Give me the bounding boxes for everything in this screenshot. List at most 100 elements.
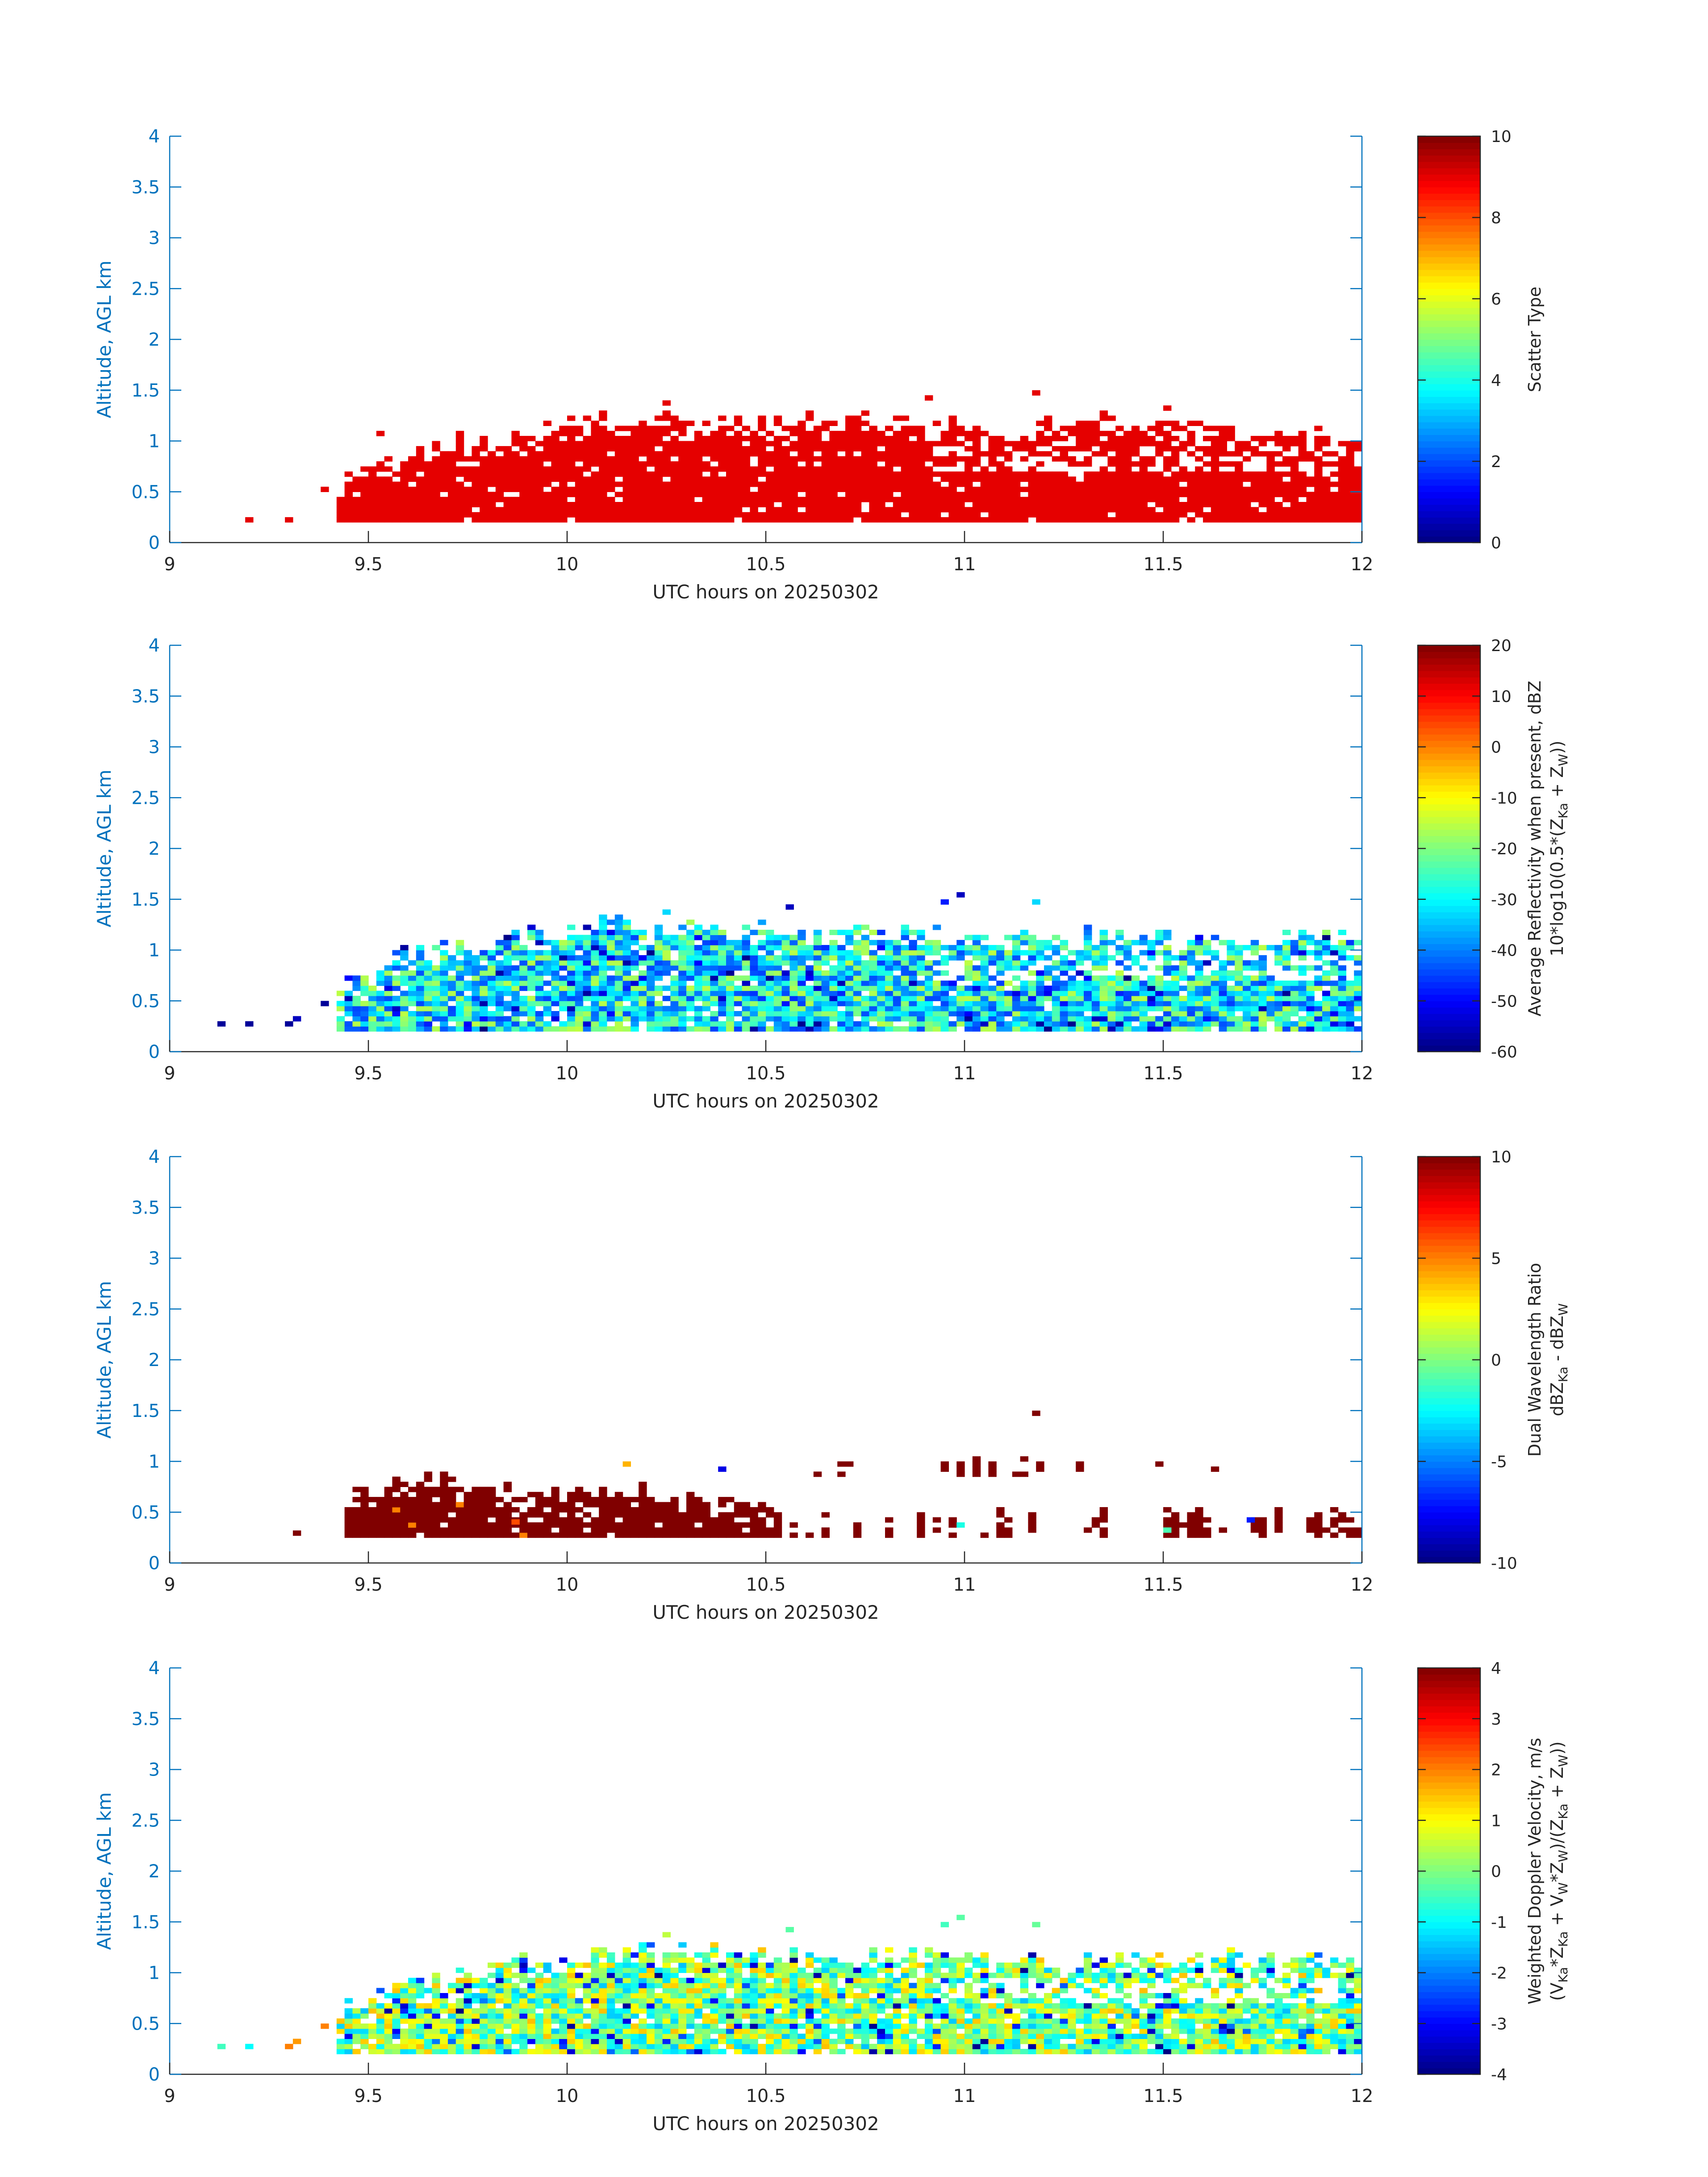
heatmap-cell <box>702 1507 710 1513</box>
heatmap-cell <box>742 456 750 462</box>
heatmap-cell <box>1131 1006 1140 1011</box>
heatmap-cell <box>1290 945 1299 951</box>
colorbar-segment <box>1418 492 1480 499</box>
heatmap-cell <box>639 517 647 523</box>
heatmap-cell <box>925 940 933 945</box>
heatmap-cell <box>1314 486 1323 492</box>
heatmap-cell <box>1107 1011 1116 1016</box>
heatmap-cell <box>1139 986 1148 991</box>
heatmap-cell <box>1227 1006 1235 1011</box>
heatmap-cell <box>972 970 981 976</box>
heatmap-cell <box>1044 502 1052 507</box>
heatmap-cell <box>1155 426 1164 431</box>
heatmap-cell <box>1091 1517 1100 1523</box>
colorbar-segment <box>1418 696 1480 703</box>
heatmap-cell <box>1195 421 1203 426</box>
heatmap-cell <box>495 1527 504 1533</box>
heatmap-cell <box>1012 441 1021 447</box>
heatmap-cell <box>559 945 568 951</box>
heatmap-cell <box>654 1006 663 1011</box>
heatmap-cell <box>1155 1021 1164 1027</box>
heatmap-cell <box>813 1006 822 1011</box>
heatmap-cell <box>416 1512 425 1518</box>
heatmap-cell <box>1346 980 1354 986</box>
heatmap-cell <box>1036 955 1044 961</box>
heatmap-cell <box>535 1011 544 1016</box>
heatmap-cell <box>972 986 981 991</box>
heatmap-cell <box>551 980 560 986</box>
heatmap-cell <box>869 471 877 477</box>
heatmap-cell <box>1306 986 1315 991</box>
heatmap-cell <box>488 476 496 482</box>
heatmap-cell <box>352 1001 361 1007</box>
heatmap-cell <box>1107 441 1116 447</box>
heatmap-cell <box>607 446 615 451</box>
heatmap-cell <box>639 945 647 951</box>
heatmap-cell <box>1314 1532 1323 1538</box>
heatmap-cell <box>869 517 877 523</box>
heatmap-cell <box>535 1507 544 1513</box>
heatmap-cell <box>1346 507 1354 513</box>
heatmap-cell <box>1131 492 1140 497</box>
colorbar-segment <box>1418 1423 1480 1430</box>
colorbar-tick-label: -30 <box>1491 891 1517 909</box>
heatmap-cell <box>686 466 695 472</box>
heatmap-cell <box>1163 507 1172 513</box>
heatmap-cell <box>932 1026 941 1032</box>
heatmap-cell <box>591 1517 599 1523</box>
heatmap-cell <box>853 476 862 482</box>
heatmap-cell <box>678 426 687 431</box>
heatmap-cell <box>654 476 663 482</box>
heatmap-cell <box>829 517 838 523</box>
heatmap-cell <box>1314 1517 1323 1523</box>
heatmap-cell <box>599 476 607 482</box>
heatmap-cell <box>893 476 902 482</box>
heatmap-cell <box>424 1507 432 1513</box>
heatmap-cell <box>614 451 623 457</box>
heatmap-cell <box>1052 436 1061 442</box>
x-tick-label: 10.5 <box>746 1575 785 1595</box>
heatmap-cell <box>384 1006 393 1011</box>
heatmap-cell <box>861 471 869 477</box>
heatmap-cell <box>662 1016 671 1022</box>
heatmap-cell <box>559 1507 568 1513</box>
colorbar-segment <box>1418 778 1480 786</box>
heatmap-cell <box>1139 1001 1148 1007</box>
heatmap-cell <box>662 1502 671 1508</box>
heatmap-cell <box>1123 492 1132 497</box>
colorbar-segment <box>1418 218 1480 226</box>
heatmap-cell <box>1179 1016 1187 1022</box>
heatmap-cell <box>1084 436 1092 442</box>
heatmap-cell <box>821 451 830 457</box>
heatmap-cell <box>988 512 997 518</box>
heatmap-cell <box>734 955 743 961</box>
heatmap-cell <box>781 426 790 431</box>
heatmap-cell <box>384 1497 393 1503</box>
heatmap-cell <box>1099 995 1108 1001</box>
heatmap-cell <box>806 950 814 956</box>
heatmap-cell <box>424 1016 432 1022</box>
heatmap-cell <box>877 497 885 502</box>
heatmap-cell <box>1099 446 1108 451</box>
heatmap-cell <box>861 497 869 502</box>
heatmap-cell <box>1211 955 1219 961</box>
heatmap-cell <box>1219 1527 1227 1533</box>
heatmap-cell <box>622 950 631 956</box>
heatmap-cell <box>1004 507 1013 513</box>
heatmap-cell <box>535 1001 544 1007</box>
heatmap-cell <box>480 436 488 442</box>
heatmap-cell <box>416 466 425 472</box>
heatmap-cell <box>472 1487 480 1492</box>
heatmap-cell <box>614 1497 623 1503</box>
heatmap-cell <box>583 456 591 462</box>
heatmap-cell <box>1171 421 1180 426</box>
heatmap-cell <box>734 1512 743 1518</box>
heatmap-cell <box>519 461 528 467</box>
heatmap-cell <box>750 1512 758 1518</box>
heatmap-cell <box>742 426 750 431</box>
heatmap-cell <box>1219 995 1227 1001</box>
heatmap-cell <box>1020 1471 1028 1477</box>
heatmap-cell <box>432 1016 440 1022</box>
